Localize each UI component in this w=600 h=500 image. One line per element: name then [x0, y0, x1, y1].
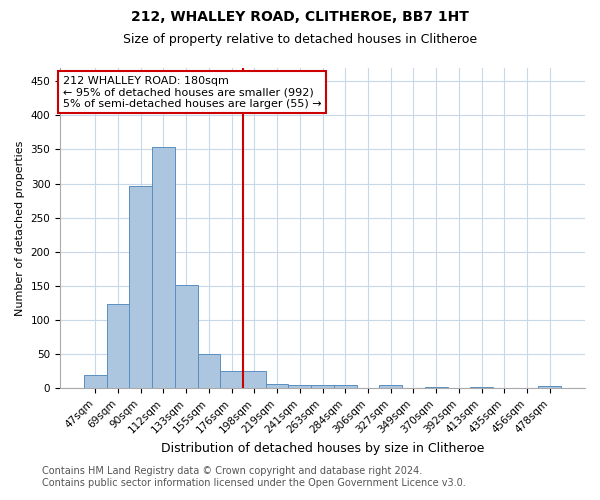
Bar: [425, 387, 448, 388]
Bar: [311, 385, 334, 388]
Bar: [538, 386, 561, 388]
Bar: [107, 304, 130, 388]
Bar: [334, 385, 356, 388]
Bar: [243, 372, 266, 388]
X-axis label: Distribution of detached houses by size in Clitheroe: Distribution of detached houses by size …: [161, 442, 484, 455]
Text: Contains HM Land Registry data © Crown copyright and database right 2024.
Contai: Contains HM Land Registry data © Crown c…: [42, 466, 466, 487]
Bar: [470, 387, 493, 388]
Bar: [220, 372, 243, 388]
Bar: [84, 375, 107, 388]
Bar: [152, 146, 175, 388]
Bar: [197, 354, 220, 388]
Bar: [130, 186, 152, 388]
Bar: [379, 385, 402, 388]
Text: 212 WHALLEY ROAD: 180sqm
← 95% of detached houses are smaller (992)
5% of semi-d: 212 WHALLEY ROAD: 180sqm ← 95% of detach…: [62, 76, 321, 108]
Text: 212, WHALLEY ROAD, CLITHEROE, BB7 1HT: 212, WHALLEY ROAD, CLITHEROE, BB7 1HT: [131, 10, 469, 24]
Bar: [266, 384, 289, 388]
Text: Size of property relative to detached houses in Clitheroe: Size of property relative to detached ho…: [123, 32, 477, 46]
Bar: [175, 286, 197, 389]
Bar: [289, 385, 311, 388]
Y-axis label: Number of detached properties: Number of detached properties: [15, 140, 25, 316]
